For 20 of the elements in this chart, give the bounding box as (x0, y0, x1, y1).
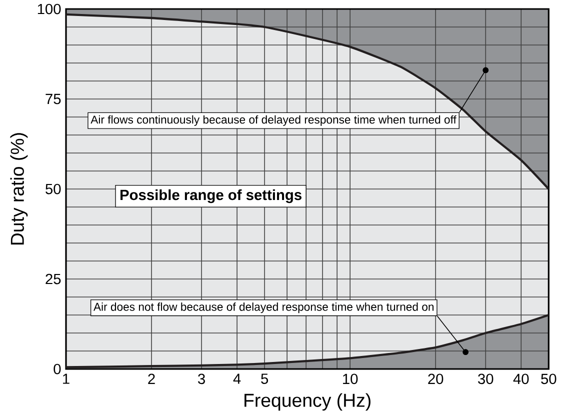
x-tick-label: 50 (541, 374, 556, 384)
x-tick-label: 1 (63, 374, 70, 384)
y-tick-label: 0 (54, 364, 61, 374)
y-tick-label: 100 (38, 4, 61, 14)
annotation: Air flows continuously because of delayed response time when turned off (90, 115, 456, 126)
y-tick-label: 75 (46, 94, 61, 104)
x-tick-label: 4 (233, 374, 241, 384)
x-tick-label: 5 (261, 374, 268, 384)
y-tick-label: 25 (46, 274, 61, 284)
x-tick-label: 3 (198, 374, 205, 384)
annotation: Possible range of settings (120, 189, 302, 204)
y-axis-title: Duty ratio (%) (10, 133, 28, 245)
x-tick-label: 2 (148, 374, 155, 384)
x-tick-label: 20 (428, 374, 444, 384)
x-axis-title: Frequency (Hz) (244, 393, 370, 411)
y-tick-label: 50 (46, 184, 61, 194)
x-tick-label: 30 (478, 374, 494, 384)
x-tick-label: 40 (513, 374, 529, 384)
annotation: Air does not flow because of delayed response time when turned on (93, 302, 434, 314)
x-tick-label: 10 (343, 374, 358, 384)
